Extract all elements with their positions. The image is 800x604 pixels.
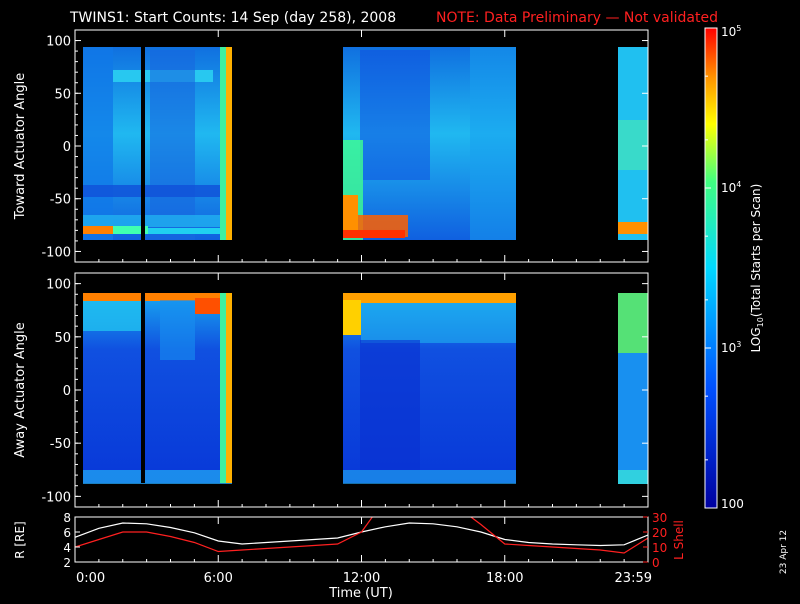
away-heatmap-block-2	[343, 293, 516, 484]
orbit-line-panel	[75, 517, 648, 554]
y-tick-label: -100	[41, 490, 71, 505]
colorbar-tick-label: 103	[721, 340, 741, 355]
preliminary-note: NOTE: Data Preliminary — Not validated	[436, 10, 718, 26]
colorbar-label-rest: (Total Starts per Scan)	[749, 184, 763, 318]
r-tick-label: 2	[63, 556, 71, 570]
x-tick-label: 23:59	[615, 571, 652, 586]
colorbar-label-sub: 10	[756, 317, 765, 327]
y-tick-label: -50	[50, 193, 71, 208]
x-tick-label: 12:00	[343, 571, 380, 586]
colorbar-ticks: 105 104 103 100	[705, 24, 744, 511]
r-tick-label: 6	[63, 526, 71, 540]
colorbar	[704, 27, 718, 509]
x-axis-label: Time (UT)	[328, 586, 393, 600]
away-heatmap-block-3	[618, 293, 648, 484]
y-tick-label: -50	[50, 437, 71, 452]
colorbar-label: LOG10(Total Starts per Scan)	[749, 184, 765, 353]
y-tick-label: 100	[46, 278, 71, 293]
toward-y-label: Toward Actuator Angle	[13, 73, 28, 220]
l-shell-tick-label: 20	[652, 526, 667, 540]
l-shell-series-line	[75, 517, 648, 554]
r-tick-label: 8	[63, 511, 71, 525]
y-tick-label: 50	[54, 331, 71, 346]
toward-heatmap-block-3	[618, 47, 648, 240]
away-heatmap-block-1	[83, 293, 232, 484]
toward-heatmap-block-1	[83, 47, 232, 240]
x-tick-label: 18:00	[486, 571, 523, 586]
chart-title: TWINS1: Start Counts: 14 Sep (day 258), …	[69, 10, 396, 26]
colorbar-tick-label: 104	[721, 180, 741, 195]
away-panel	[83, 293, 648, 484]
l-shell-tick-label: 30	[652, 511, 667, 525]
x-tick-label: 6:00	[204, 571, 233, 586]
toward-heatmap-block-2	[343, 47, 516, 240]
y-tick-label: -100	[41, 245, 71, 260]
time-x-axis: 0:00 6:00 12:00 18:00 23:59	[74, 30, 652, 586]
l-shell-tick-label: 0	[652, 556, 660, 570]
date-stamp: 23 Apr 12	[779, 530, 789, 574]
toward-y-axis: 100 50 0 -50 -100	[41, 35, 648, 260]
y-tick-label: 0	[63, 384, 71, 399]
x-tick-label: 0:00	[76, 571, 105, 586]
away-y-axis: 100 50 0 -50 -100	[41, 278, 648, 505]
y-tick-label: 0	[63, 140, 71, 155]
l-shell-tick-label: 10	[652, 541, 667, 555]
r-tick-label: 4	[63, 541, 71, 555]
toward-panel	[83, 47, 648, 240]
y-tick-label: 50	[54, 87, 71, 102]
colorbar-tick-label: 105	[721, 24, 741, 39]
y-tick-label: 100	[46, 35, 71, 50]
l-shell-axis-label: L Shell	[672, 520, 686, 560]
colorbar-label-base: LOG	[749, 327, 763, 352]
colorbar-tick-label: 100	[721, 497, 744, 511]
away-y-label: Away Actuator Angle	[13, 322, 28, 457]
r-axis-label: R [RE]	[13, 521, 27, 558]
